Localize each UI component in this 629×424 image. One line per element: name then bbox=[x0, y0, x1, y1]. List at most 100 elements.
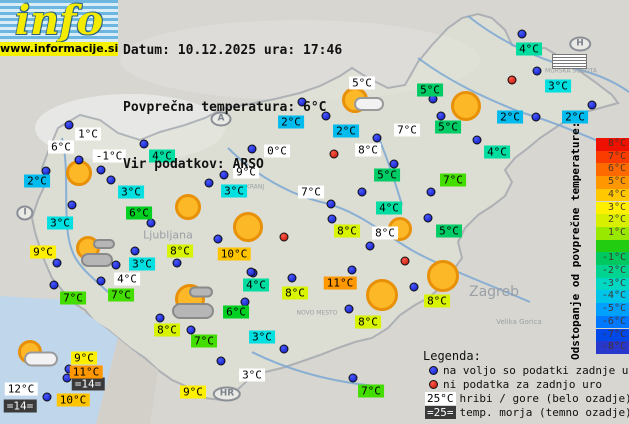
station-temp-label: 12°C bbox=[4, 382, 38, 396]
station-temp-label: 8°C bbox=[154, 323, 180, 337]
station-dot-blue bbox=[365, 241, 375, 251]
station-temp-label: 11°C bbox=[323, 276, 357, 290]
road-sign: HR bbox=[212, 386, 242, 402]
legend-item: na voljo so podatki zadnje ure bbox=[423, 364, 629, 377]
place-label: KRANJ bbox=[245, 183, 265, 191]
station-temp-label: 5°C bbox=[436, 224, 462, 238]
station-temp-label: 3°C bbox=[129, 257, 155, 271]
station-temp-label: 4°C bbox=[376, 201, 402, 215]
station-temp-label: 11°C bbox=[69, 365, 103, 379]
station-dot-red bbox=[400, 256, 410, 266]
station-dot-blue bbox=[587, 100, 597, 110]
station-temp-label: 1°C bbox=[75, 127, 101, 141]
station-temp-label: 2°C bbox=[278, 115, 304, 129]
header-date-line: Datum: 10.12.2025 ura: 17:46 bbox=[123, 43, 343, 58]
station-dot-blue bbox=[155, 313, 165, 323]
station-temp-label: 2°C bbox=[497, 110, 523, 124]
station-dot-red bbox=[329, 149, 339, 159]
scale-row: -8°C bbox=[596, 341, 629, 354]
station-dot-blue bbox=[472, 135, 482, 145]
station-temp-label: 8°C bbox=[282, 286, 308, 300]
station-temp-label: 10°C bbox=[56, 393, 90, 407]
station-dot-blue bbox=[219, 170, 229, 180]
station-temp-label: 7°C bbox=[60, 291, 86, 305]
place-label: Velika Gorica bbox=[496, 318, 542, 326]
station-temp-label: 2°C bbox=[24, 174, 50, 188]
station-dot-blue bbox=[246, 267, 256, 277]
station-temp-label: 4°C bbox=[484, 145, 510, 159]
station-dot-blue bbox=[287, 273, 297, 283]
station-temp-label: 5°C bbox=[417, 83, 443, 97]
station-dot-blue bbox=[347, 265, 357, 275]
logo-url-link[interactable]: www.informacije.si bbox=[0, 42, 119, 56]
legend-item-text: temp. morja (temno ozadje) bbox=[459, 406, 629, 419]
station-dot-blue bbox=[49, 280, 59, 290]
header-source-line: Vir podatkov: ARSO bbox=[123, 157, 264, 172]
place-label: MURSKA SOBOTA bbox=[545, 67, 597, 75]
station-dot-blue bbox=[186, 325, 196, 335]
station-dot-blue bbox=[42, 392, 52, 402]
sun-icon bbox=[366, 279, 398, 311]
station-temp-label: 3°C bbox=[47, 216, 73, 230]
station-dot-blue bbox=[96, 276, 106, 286]
station-dot-blue bbox=[74, 155, 84, 165]
station-temp-label: 8°C bbox=[334, 224, 360, 238]
station-dot-blue bbox=[389, 159, 399, 169]
legend-item: ni podatka za zadnjo uro bbox=[423, 378, 629, 391]
legend-title: Legenda: bbox=[423, 349, 481, 363]
station-temp-label: 5°C bbox=[374, 168, 400, 182]
header-info: Datum: 10.12.2025 ura: 17:46 Povprečna t… bbox=[123, 3, 342, 212]
scale-row: -1°C bbox=[596, 252, 629, 265]
station-dot-blue bbox=[531, 112, 541, 122]
station-dot-blue bbox=[372, 133, 382, 143]
station-temp-label: 0°C bbox=[264, 144, 290, 158]
station-temp-label: 10°C bbox=[217, 247, 251, 261]
dark-box-sample: =25= bbox=[425, 406, 456, 419]
sun-icon bbox=[451, 91, 481, 121]
station-temp-label: 4°C bbox=[516, 42, 542, 56]
scale-row: 5°C bbox=[596, 176, 629, 189]
scale-row: 7°C bbox=[596, 150, 629, 164]
station-dot-blue bbox=[111, 260, 121, 270]
legend-item: =25= temp. morja (temno ozadje) bbox=[423, 406, 629, 419]
station-dot-red bbox=[279, 232, 289, 242]
station-temp-label: 4°C bbox=[114, 272, 140, 286]
station-dot-blue bbox=[532, 66, 542, 76]
station-temp-label: 5°C bbox=[435, 120, 461, 134]
station-dot-blue bbox=[326, 199, 336, 209]
station-temp-label: 9°C bbox=[71, 351, 97, 365]
station-dot-blue bbox=[64, 120, 74, 130]
station-dot-blue bbox=[517, 29, 527, 39]
cloud-icon bbox=[354, 97, 384, 111]
road-sign: A bbox=[210, 111, 232, 127]
station-dot-blue bbox=[321, 111, 331, 121]
scale-row: -4°C bbox=[596, 290, 629, 304]
cloud-icon bbox=[81, 253, 113, 267]
white-box-sample: 25°C bbox=[425, 392, 456, 405]
station-dot-blue bbox=[213, 234, 223, 244]
station-dot-blue bbox=[106, 175, 116, 185]
station-dot-blue bbox=[297, 97, 307, 107]
station-temp-label: 8°C bbox=[167, 244, 193, 258]
scale-row: -2°C bbox=[596, 265, 629, 278]
cloud-icon bbox=[24, 351, 58, 367]
legend-item-text: ni podatka za zadnjo uro bbox=[443, 378, 602, 391]
station-temp-label: 7°C bbox=[440, 173, 466, 187]
legend-item-text: na voljo so podatki zadnje ure bbox=[443, 364, 629, 377]
station-temp-label: 6°C bbox=[223, 305, 249, 319]
station-temp-label: 5°C bbox=[349, 76, 375, 90]
station-temp-label: 6°C bbox=[48, 140, 74, 154]
logo-text: info bbox=[14, 0, 104, 44]
station-dot-blue bbox=[146, 218, 156, 228]
station-temp-label: 9°C bbox=[233, 165, 259, 179]
station-dot-blue bbox=[348, 373, 358, 383]
station-dot-blue bbox=[279, 344, 289, 354]
road-sign: H bbox=[569, 36, 591, 52]
scale-row: 4°C bbox=[596, 188, 629, 202]
site-logo[interactable]: info bbox=[0, 0, 118, 42]
station-dot-blue bbox=[67, 200, 77, 210]
station-temp-label: 3°C bbox=[545, 79, 571, 93]
station-temp-label: 2°C bbox=[333, 124, 359, 138]
